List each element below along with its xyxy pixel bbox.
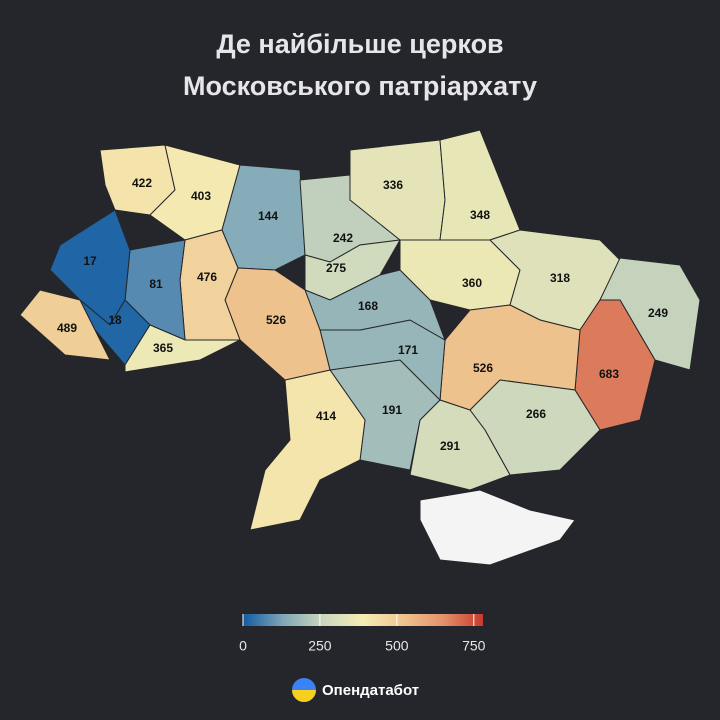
region-value: 171: [398, 343, 418, 357]
region-value: 144: [258, 209, 278, 223]
region-value: 249: [648, 306, 668, 320]
crimea: [419, 489, 576, 566]
region: [124, 324, 241, 373]
region-value: 191: [382, 403, 402, 417]
title-line: Московського патріархату: [183, 71, 537, 101]
colorbar-ticks: 0 250 500 750: [239, 614, 486, 654]
title-line: Де найбільше церков: [216, 29, 503, 59]
colorbar-tick-label: 500: [385, 638, 409, 654]
region-value: 526: [473, 361, 493, 375]
region: [249, 369, 366, 531]
brand-name: Опендатабот: [322, 682, 419, 699]
region-value: 18: [108, 313, 122, 327]
region-value: 422: [132, 176, 152, 190]
region-value: 414: [316, 409, 336, 423]
region-value: 683: [599, 367, 619, 381]
region-value: 242: [333, 231, 353, 245]
colorbar-tick-label: 250: [308, 638, 332, 654]
region-value: 168: [358, 299, 378, 313]
region-value: 348: [470, 208, 490, 222]
region-value: 336: [383, 178, 403, 192]
region-value: 365: [153, 341, 173, 355]
region-value: 81: [149, 277, 163, 291]
colorbar-tick-label: 750: [462, 638, 486, 654]
region-value: 266: [526, 407, 546, 421]
region-value: 360: [462, 276, 482, 290]
region: [409, 399, 511, 491]
region-value: 476: [197, 270, 217, 284]
region: [304, 269, 446, 342]
region-value: 275: [326, 261, 346, 275]
labels: 422 403 144 242 275 336 348 360 318 249 683 526 266 2…: [57, 176, 668, 453]
region-value: 17: [83, 254, 97, 268]
region-value: 403: [191, 189, 211, 203]
region: [19, 289, 111, 361]
region-value: 526: [266, 313, 286, 327]
regions: [19, 129, 701, 531]
brand-logo-half: [292, 690, 316, 702]
region-value: 318: [550, 271, 570, 285]
region-value: 291: [440, 439, 460, 453]
colorbar-tick-label: 0: [239, 638, 247, 654]
region: [439, 129, 521, 241]
region-value: 489: [57, 321, 77, 335]
colorbar: [243, 614, 483, 626]
